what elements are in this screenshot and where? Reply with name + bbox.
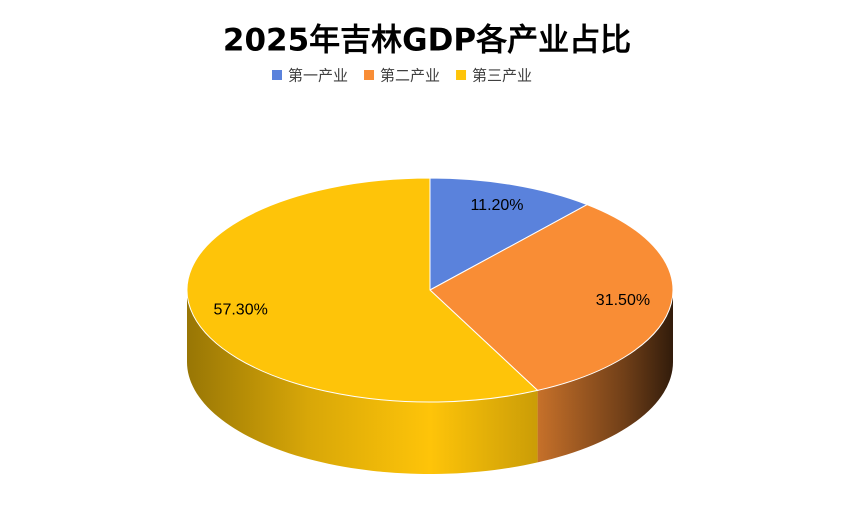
- legend-label: 第一产业: [288, 67, 348, 85]
- legend-swatch: [272, 70, 282, 80]
- chart-title: 2025年吉林GDP各产业占比: [223, 23, 631, 59]
- data-label: 11.20%: [470, 197, 523, 214]
- data-label: 57.30%: [214, 302, 268, 319]
- slice: [429, 204, 674, 391]
- data-label: 31.50%: [596, 292, 650, 309]
- legend-label: 第二产业: [380, 67, 440, 85]
- slice: [429, 177, 589, 291]
- slice: [186, 177, 539, 403]
- legend-swatch: [456, 70, 467, 80]
- legend-swatch: [364, 70, 375, 80]
- slice-side: [537, 290, 673, 463]
- slice-side: [186, 290, 538, 474]
- legend-label: 第三产业: [472, 67, 532, 85]
